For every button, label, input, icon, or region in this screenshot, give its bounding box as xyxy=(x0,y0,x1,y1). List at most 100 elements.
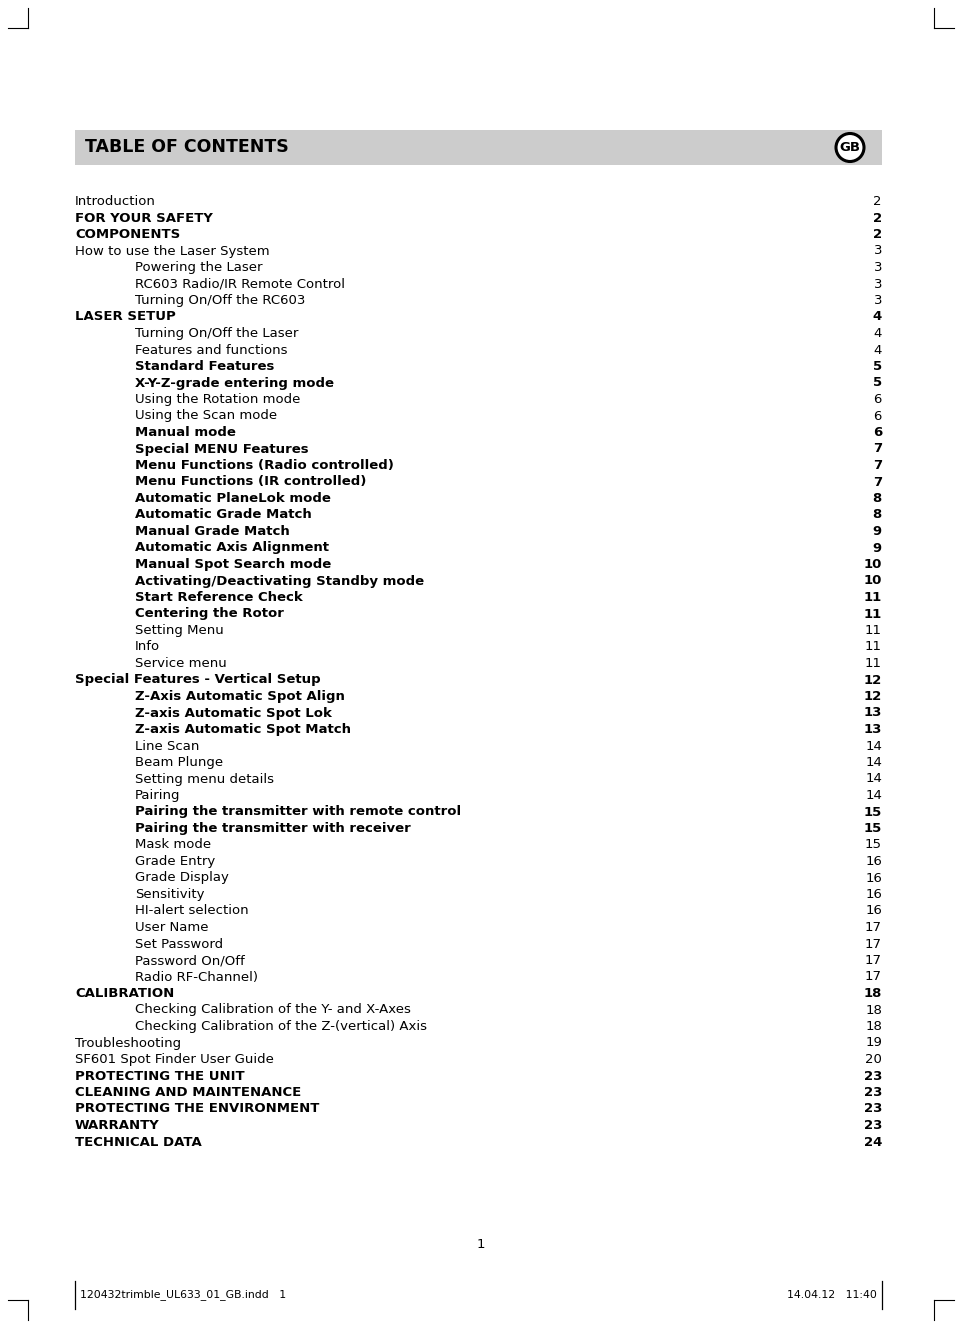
Text: Using the Scan mode: Using the Scan mode xyxy=(135,409,277,422)
Text: 11: 11 xyxy=(863,591,881,604)
Text: WARRANTY: WARRANTY xyxy=(75,1120,160,1131)
Text: PROTECTING THE ENVIRONMENT: PROTECTING THE ENVIRONMENT xyxy=(75,1102,319,1116)
Text: GB: GB xyxy=(839,141,859,154)
Text: 3: 3 xyxy=(873,244,881,258)
Text: Manual Grade Match: Manual Grade Match xyxy=(135,525,289,538)
Text: 7: 7 xyxy=(872,442,881,456)
Text: 3: 3 xyxy=(873,262,881,274)
Text: TECHNICAL DATA: TECHNICAL DATA xyxy=(75,1135,202,1149)
Text: COMPONENTS: COMPONENTS xyxy=(75,228,180,240)
Text: 3: 3 xyxy=(873,293,881,307)
Text: Pairing: Pairing xyxy=(135,789,181,802)
Text: Password On/Off: Password On/Off xyxy=(135,954,244,967)
Text: 16: 16 xyxy=(864,888,881,900)
Text: 10: 10 xyxy=(863,575,881,587)
Text: Centering the Rotor: Centering the Rotor xyxy=(135,607,283,620)
Text: FOR YOUR SAFETY: FOR YOUR SAFETY xyxy=(75,211,212,224)
Text: 6: 6 xyxy=(872,426,881,440)
Text: 14.04.12   11:40: 14.04.12 11:40 xyxy=(786,1289,876,1300)
Text: 19: 19 xyxy=(864,1036,881,1049)
Text: RC603 Radio/IR Remote Control: RC603 Radio/IR Remote Control xyxy=(135,278,345,291)
Text: 14: 14 xyxy=(864,773,881,785)
Text: 24: 24 xyxy=(863,1135,881,1149)
Text: Turning On/Off the Laser: Turning On/Off the Laser xyxy=(135,327,298,340)
Text: Pairing the transmitter with remote control: Pairing the transmitter with remote cont… xyxy=(135,806,460,818)
Text: 11: 11 xyxy=(864,624,881,637)
Text: 11: 11 xyxy=(864,640,881,653)
Text: 15: 15 xyxy=(863,806,881,818)
Text: Using the Rotation mode: Using the Rotation mode xyxy=(135,393,300,406)
Text: 14: 14 xyxy=(864,756,881,769)
Text: LASER SETUP: LASER SETUP xyxy=(75,311,176,324)
Text: Menu Functions (IR controlled): Menu Functions (IR controlled) xyxy=(135,475,366,489)
Text: Z-axis Automatic Spot Match: Z-axis Automatic Spot Match xyxy=(135,722,351,736)
Text: 13: 13 xyxy=(863,722,881,736)
Text: 8: 8 xyxy=(872,509,881,522)
Text: Activating/Deactivating Standby mode: Activating/Deactivating Standby mode xyxy=(135,575,424,587)
Text: Special Features - Vertical Setup: Special Features - Vertical Setup xyxy=(75,673,320,687)
Text: 23: 23 xyxy=(863,1086,881,1100)
Text: Setting Menu: Setting Menu xyxy=(135,624,224,637)
Text: Beam Plunge: Beam Plunge xyxy=(135,756,223,769)
Text: 7: 7 xyxy=(872,475,881,489)
Text: Manual Spot Search mode: Manual Spot Search mode xyxy=(135,558,331,571)
Text: Turning On/Off the RC603: Turning On/Off the RC603 xyxy=(135,293,305,307)
Text: Setting menu details: Setting menu details xyxy=(135,773,274,785)
Text: 9: 9 xyxy=(872,542,881,555)
Text: 15: 15 xyxy=(864,838,881,851)
Text: 5: 5 xyxy=(872,377,881,389)
Text: 8: 8 xyxy=(872,491,881,505)
Text: Pairing the transmitter with receiver: Pairing the transmitter with receiver xyxy=(135,822,410,835)
Text: PROTECTING THE UNIT: PROTECTING THE UNIT xyxy=(75,1069,244,1082)
Text: 4: 4 xyxy=(872,311,881,324)
Text: User Name: User Name xyxy=(135,922,209,934)
Text: X-Y-Z-grade entering mode: X-Y-Z-grade entering mode xyxy=(135,377,333,389)
Text: HI-alert selection: HI-alert selection xyxy=(135,904,248,918)
Text: Manual mode: Manual mode xyxy=(135,426,235,440)
Text: Grade Entry: Grade Entry xyxy=(135,855,215,869)
Text: 17: 17 xyxy=(864,954,881,967)
Text: 15: 15 xyxy=(863,822,881,835)
Text: Checking Calibration of the Z-(vertical) Axis: Checking Calibration of the Z-(vertical)… xyxy=(135,1020,427,1033)
Circle shape xyxy=(835,134,863,162)
Text: How to use the Laser System: How to use the Laser System xyxy=(75,244,269,258)
Text: Automatic Axis Alignment: Automatic Axis Alignment xyxy=(135,542,329,555)
Text: 11: 11 xyxy=(863,607,881,620)
Text: 2: 2 xyxy=(872,211,881,224)
Text: 1: 1 xyxy=(477,1239,484,1251)
Text: Menu Functions (Radio controlled): Menu Functions (Radio controlled) xyxy=(135,459,393,471)
Text: Troubleshooting: Troubleshooting xyxy=(75,1036,181,1049)
Text: Grade Display: Grade Display xyxy=(135,871,229,884)
Text: 120432trimble_UL633_01_GB.indd   1: 120432trimble_UL633_01_GB.indd 1 xyxy=(80,1289,285,1300)
Text: Checking Calibration of the Y- and X-Axes: Checking Calibration of the Y- and X-Axe… xyxy=(135,1004,410,1016)
Text: 23: 23 xyxy=(863,1120,881,1131)
Text: Info: Info xyxy=(135,640,160,653)
Text: Introduction: Introduction xyxy=(75,195,156,208)
Text: SF601 Spot Finder User Guide: SF601 Spot Finder User Guide xyxy=(75,1053,274,1066)
Text: Special MENU Features: Special MENU Features xyxy=(135,442,308,456)
Text: 18: 18 xyxy=(863,987,881,1000)
Text: Z-axis Automatic Spot Lok: Z-axis Automatic Spot Lok xyxy=(135,706,332,720)
Text: 2: 2 xyxy=(872,228,881,240)
Text: 6: 6 xyxy=(873,393,881,406)
Text: Start Reference Check: Start Reference Check xyxy=(135,591,303,604)
Text: Automatic PlaneLok mode: Automatic PlaneLok mode xyxy=(135,491,331,505)
Text: 13: 13 xyxy=(863,706,881,720)
Text: 4: 4 xyxy=(873,327,881,340)
Text: 17: 17 xyxy=(864,922,881,934)
Text: Features and functions: Features and functions xyxy=(135,344,287,356)
Text: 9: 9 xyxy=(872,525,881,538)
Text: Automatic Grade Match: Automatic Grade Match xyxy=(135,509,311,522)
Text: 14: 14 xyxy=(864,789,881,802)
Text: 23: 23 xyxy=(863,1102,881,1116)
Bar xyxy=(75,130,881,165)
Text: Mask mode: Mask mode xyxy=(135,838,210,851)
Text: 16: 16 xyxy=(864,871,881,884)
Text: 20: 20 xyxy=(864,1053,881,1066)
Text: 3: 3 xyxy=(873,278,881,291)
Text: Sensitivity: Sensitivity xyxy=(135,888,205,900)
Text: 16: 16 xyxy=(864,855,881,869)
Text: 12: 12 xyxy=(863,673,881,687)
Text: Z-Axis Automatic Spot Align: Z-Axis Automatic Spot Align xyxy=(135,691,344,703)
Text: 10: 10 xyxy=(863,558,881,571)
